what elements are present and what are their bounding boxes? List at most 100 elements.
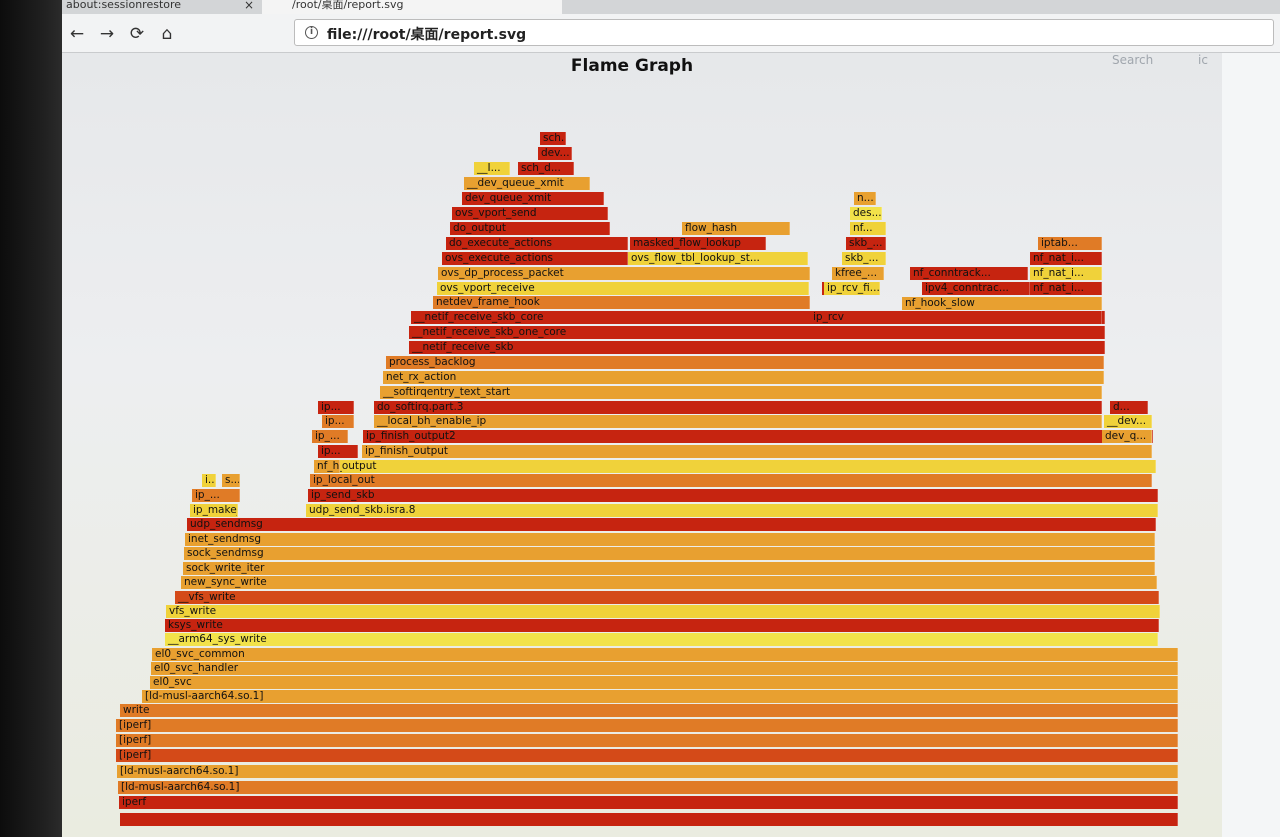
flame-frame[interactable]: ovs_flow_tbl_lookup_st... [628,252,808,265]
flame-frame-label: kfree_... [835,267,878,279]
flame-frame[interactable]: udp_send_skb.isra.8 [306,504,1158,517]
flame-frame[interactable]: ipv4_conntrac... [922,282,1030,295]
search-button[interactable]: Search [1112,53,1154,67]
flame-frame[interactable]: flow_hash [682,222,790,235]
flame-frame[interactable]: iptab... [1038,237,1102,250]
flame-frame[interactable]: ip_finish_output [362,445,1152,458]
tab-close-icon[interactable]: × [244,0,255,12]
flame-frame[interactable]: nf... [850,222,886,235]
flame-frame-label: n... [857,192,874,204]
flame-frame[interactable]: [iperf] [116,719,1178,732]
flame-frame[interactable]: dev... [538,147,572,160]
flame-frame[interactable]: ip_finish_output2 [363,430,1153,443]
flame-frame[interactable] [120,813,1178,826]
flame-frame-label: ovs_flow_tbl_lookup_st... [631,252,760,264]
flame-frame[interactable]: iperf [119,796,1178,809]
flame-frame[interactable]: kfree_... [832,267,884,280]
forward-button[interactable]: → [96,23,118,45]
flame-frame[interactable]: ksys_write [165,619,1159,632]
flame-frame[interactable]: ip_local_out [310,474,1152,487]
flame-frame[interactable]: sock_write_iter [183,562,1155,575]
flame-frame[interactable]: ovs_execute_actions [442,252,628,265]
flame-frame-label: s... [225,474,240,486]
flame-frame[interactable]: do_softirq.part.3 [374,401,1102,414]
flame-frame[interactable]: nf_nat_i... [1030,282,1102,295]
flame-frame[interactable]: [ld-musl-aarch64.so.1] [117,765,1178,778]
flame-frame-label: el0_svc [153,676,192,688]
flame-frame-label: skb_... [845,252,879,264]
flame-frame[interactable]: sch_d... [518,162,574,175]
flame-frame-label: iptab... [1041,237,1078,249]
flame-frame[interactable]: __softirqentry_text_start [380,386,1102,399]
flame-frame[interactable]: el0_svc_handler [151,662,1178,675]
flame-frame[interactable]: [iperf] [116,749,1178,762]
flame-frame[interactable]: ip_rcv [810,311,1102,324]
flame-frame[interactable]: nf_hook_slow [902,297,1102,310]
flame-frame[interactable]: net_rx_action [383,371,1104,384]
flame-frame[interactable]: ip... [322,415,354,428]
flame-frame[interactable]: __dev_queue_xmit [464,177,590,190]
flame-frame[interactable]: nf_nat_i... [1030,267,1102,280]
flame-frame[interactable]: __vfs_write [175,591,1159,604]
flame-graph: iperf [ld-musl-aarch64.so.1] [ld-musl-aarc… [62,53,1280,837]
address-bar[interactable]: i file:///root/桌面/report.svg [294,19,1274,46]
flame-frame[interactable]: dev_q... [1102,430,1152,443]
flame-frame[interactable]: __netif_receive_skb [409,341,1105,354]
flame-frame[interactable]: __local_bh_enable_ip [374,415,1102,428]
flame-frame[interactable]: ip_send_skb [308,489,1158,502]
flame-frame[interactable]: __netif_receive_skb_one_core [409,326,1105,339]
flame-frame[interactable]: ip_make_skb [190,504,238,517]
flame-frame[interactable]: write [120,704,1178,717]
flame-frame[interactable]: __arm64_sys_write [165,633,1158,646]
flame-frame[interactable]: __I... [474,162,510,175]
flame-frame[interactable]: d... [1110,401,1148,414]
flame-frame[interactable]: skb_... [842,252,886,265]
flame-frame[interactable]: ovs_vport_send [452,207,608,220]
flame-frame-label: [ld-musl-aarch64.so.1] [121,781,240,793]
flame-frame[interactable]: [ld-musl-aarch64.so.1] [118,781,1178,794]
flame-frame[interactable]: ip_... [312,430,348,443]
flame-frame[interactable]: vfs_write [166,605,1160,618]
reload-button[interactable]: ⟳ [126,23,148,45]
flame-frame[interactable]: masked_flow_lookup [630,237,766,250]
flame-frame[interactable]: sock_sendmsg [184,547,1155,560]
flame-frame[interactable]: el0_svc [150,676,1178,689]
flame-frame[interactable]: ovs_dp_process_packet [438,267,810,280]
flame-frame[interactable]: [iperf] [116,734,1178,747]
flame-frame[interactable]: nf_h... [314,460,340,473]
flame-frame[interactable]: n... [854,192,876,205]
flame-frame[interactable]: des... [850,207,882,220]
flame-frame[interactable]: udp_sendmsg [187,518,1156,531]
flame-frame[interactable]: dev_queue_xmit [462,192,604,205]
flame-frame[interactable]: el0_svc_common [152,648,1178,661]
tab-report-svg[interactable]: /root/桌面/report.svg [262,0,562,14]
flame-frame[interactable]: inet_sendmsg [185,533,1155,546]
back-button[interactable]: ← [66,23,88,45]
tab-session-restore[interactable]: about:sessionrestore [66,0,216,14]
flame-frame-label: __vfs_write [178,591,236,603]
flame-frame[interactable]: ovs_vport_receive [437,282,809,295]
flame-frame[interactable]: new_sync_write [181,576,1157,589]
url-text[interactable]: file:///root/桌面/report.svg [327,27,527,43]
flame-frame[interactable]: __dev... [1104,415,1152,428]
flame-frame[interactable]: [ld-musl-aarch64.so.1] [142,690,1178,703]
flame-frame[interactable]: skb_... [846,237,886,250]
flame-frame[interactable]: i... [202,474,216,487]
flame-frame[interactable]: s... [222,474,240,487]
flame-frame[interactable]: ip_rcv_fi... [824,282,880,295]
flame-frame[interactable]: do_output [450,222,610,235]
home-button[interactable]: ⌂ [156,23,178,45]
flame-frame[interactable]: ip_output [324,460,1156,473]
ignore-case-toggle[interactable]: ic [1198,53,1208,67]
flame-frame-label: sch... [543,132,565,144]
flame-frame[interactable]: process_backlog [386,356,1104,369]
flame-frame[interactable]: ip... [318,445,358,458]
flame-frame[interactable]: ip... [318,401,354,414]
info-icon[interactable]: i [305,26,318,39]
flame-frame[interactable]: ip_... [192,489,240,502]
flame-frame[interactable]: sch... [540,132,566,145]
flame-frame[interactable]: nf_conntrack... [910,267,1028,280]
flame-frame[interactable]: netdev_frame_hook [433,296,810,309]
flame-frame[interactable]: nf_nat_i... [1030,252,1102,265]
flame-frame[interactable]: do_execute_actions [446,237,628,250]
